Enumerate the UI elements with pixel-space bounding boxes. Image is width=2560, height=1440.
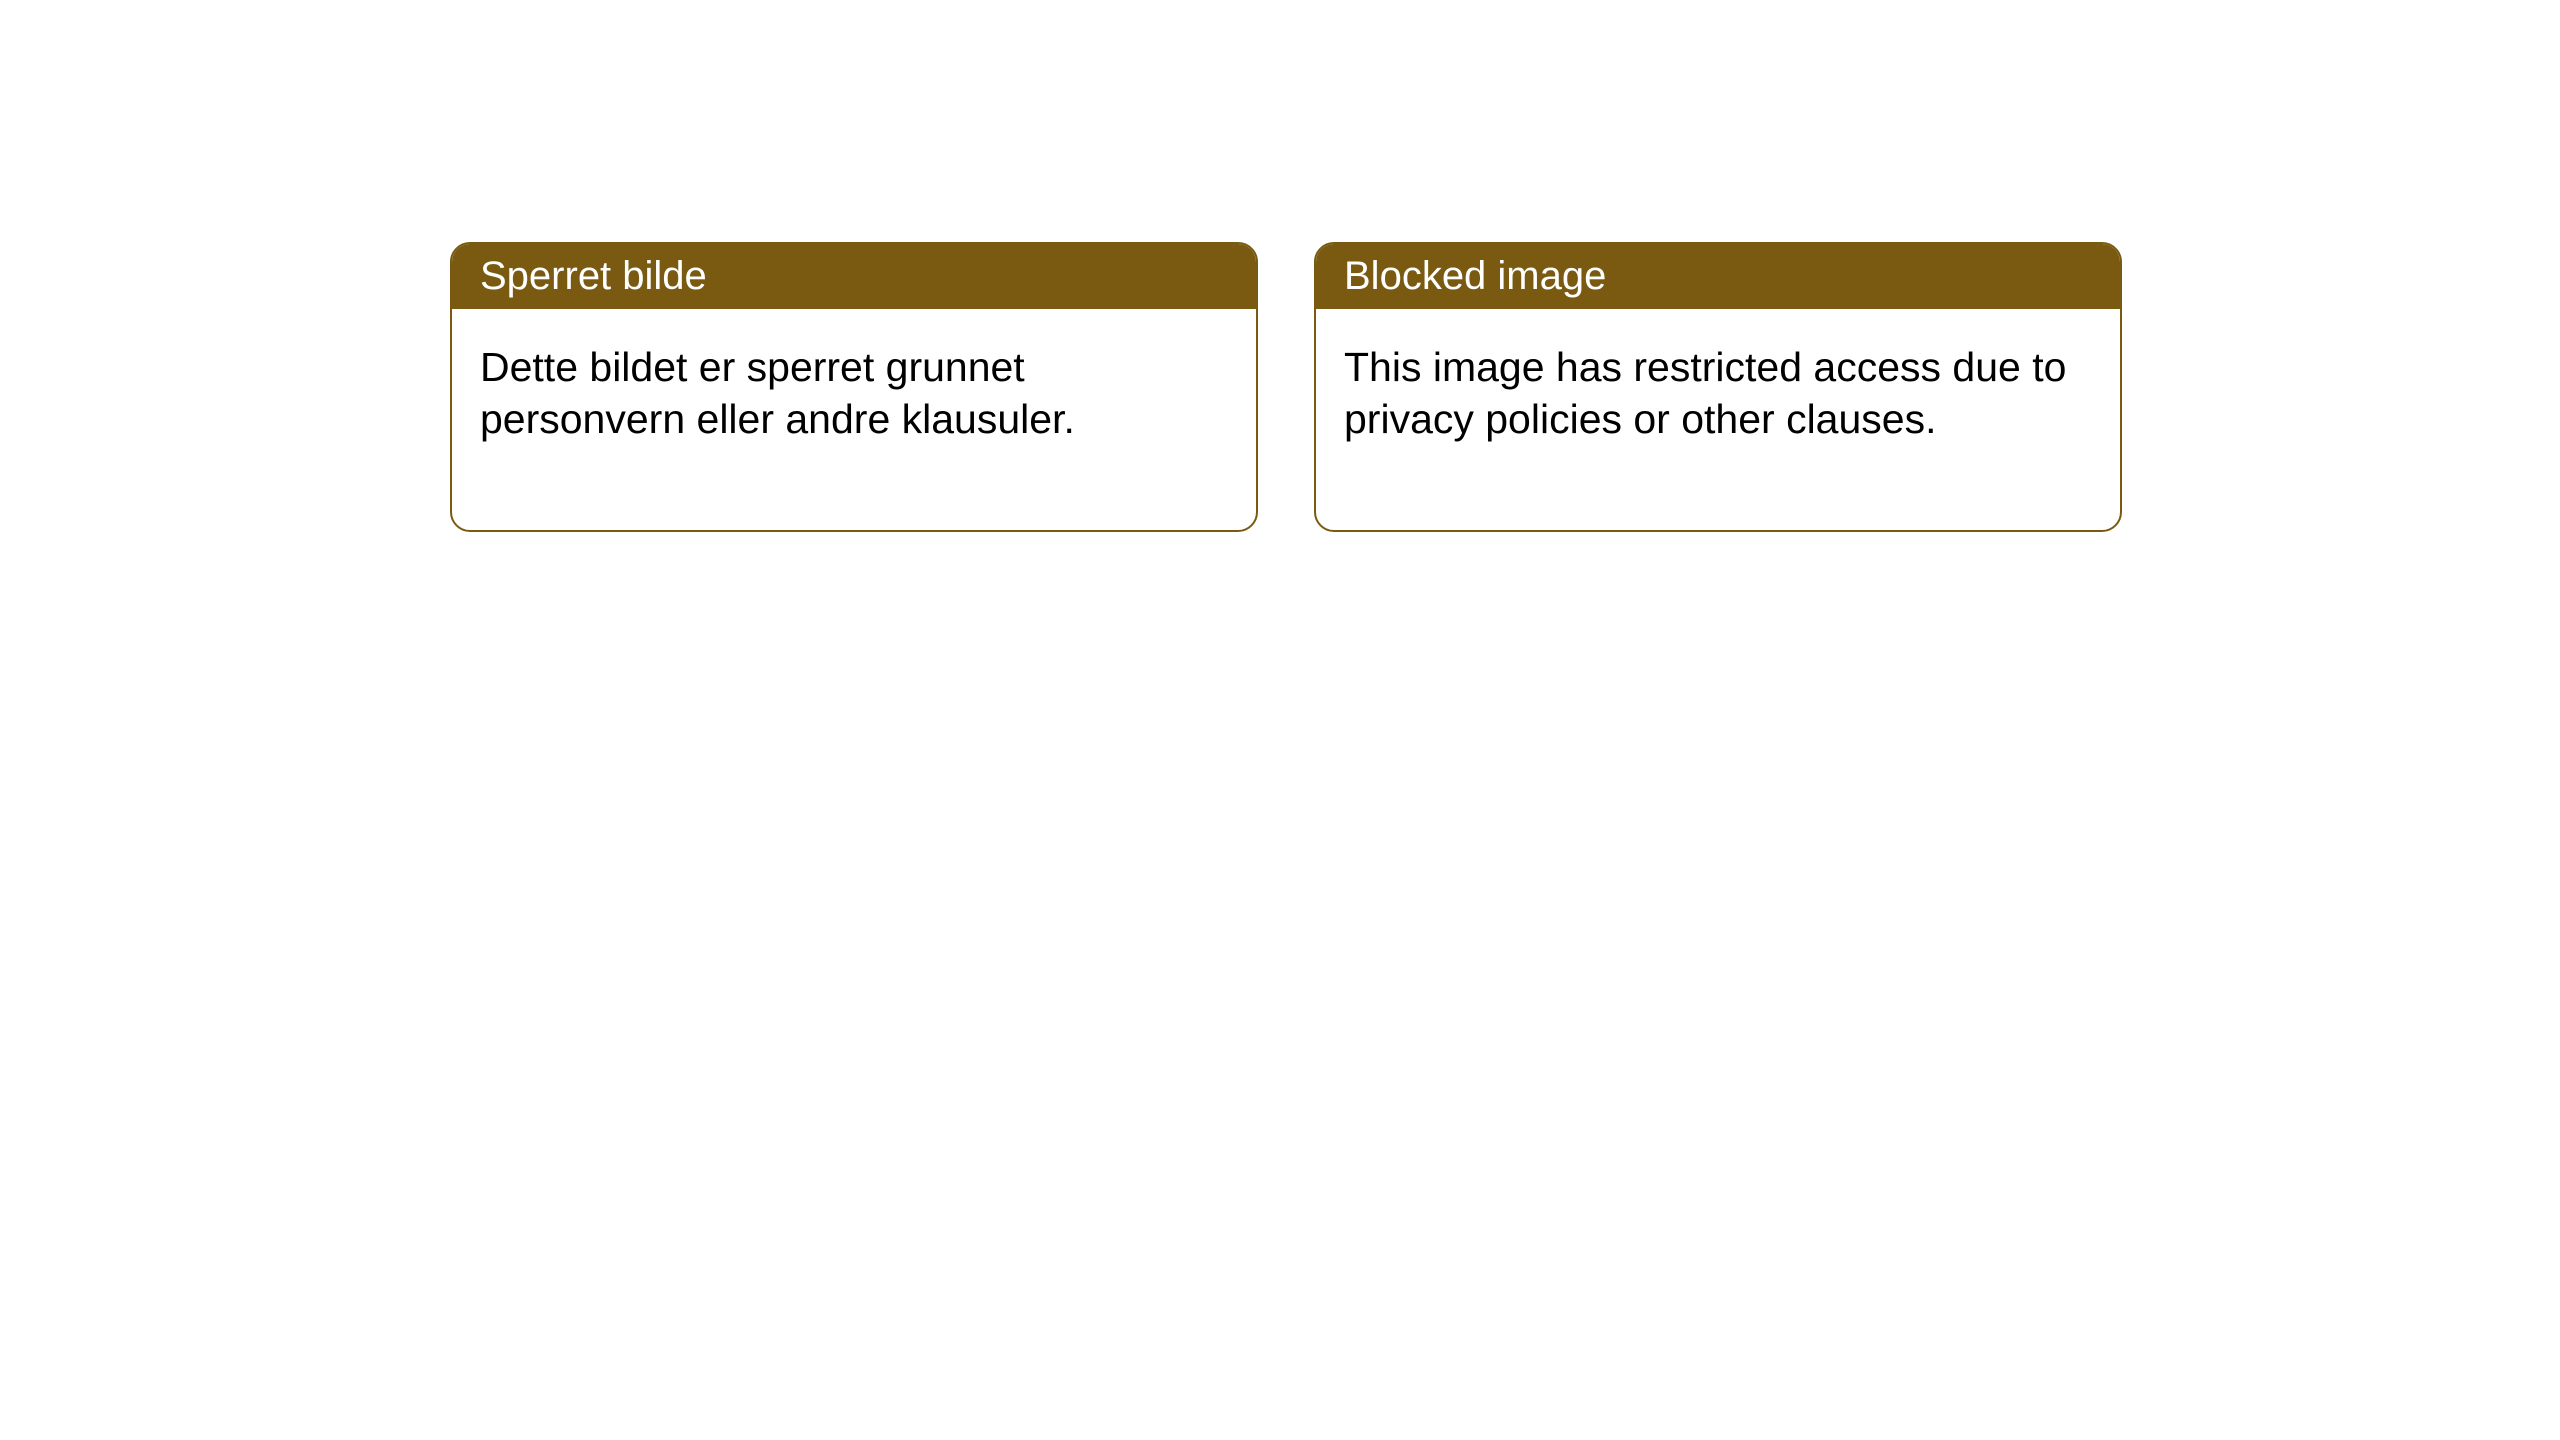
notice-card-header: Sperret bilde bbox=[452, 244, 1256, 309]
notice-card-body: Dette bildet er sperret grunnet personve… bbox=[452, 309, 1256, 530]
notice-card-header: Blocked image bbox=[1316, 244, 2120, 309]
notice-card-norwegian: Sperret bilde Dette bildet er sperret gr… bbox=[450, 242, 1258, 532]
notice-card-body: This image has restricted access due to … bbox=[1316, 309, 2120, 530]
notice-cards-container: Sperret bilde Dette bildet er sperret gr… bbox=[450, 242, 2122, 532]
notice-card-english: Blocked image This image has restricted … bbox=[1314, 242, 2122, 532]
notice-card-message: Dette bildet er sperret grunnet personve… bbox=[480, 344, 1075, 442]
notice-card-title: Blocked image bbox=[1344, 254, 1606, 298]
notice-card-message: This image has restricted access due to … bbox=[1344, 344, 2066, 442]
notice-card-title: Sperret bilde bbox=[480, 254, 707, 298]
